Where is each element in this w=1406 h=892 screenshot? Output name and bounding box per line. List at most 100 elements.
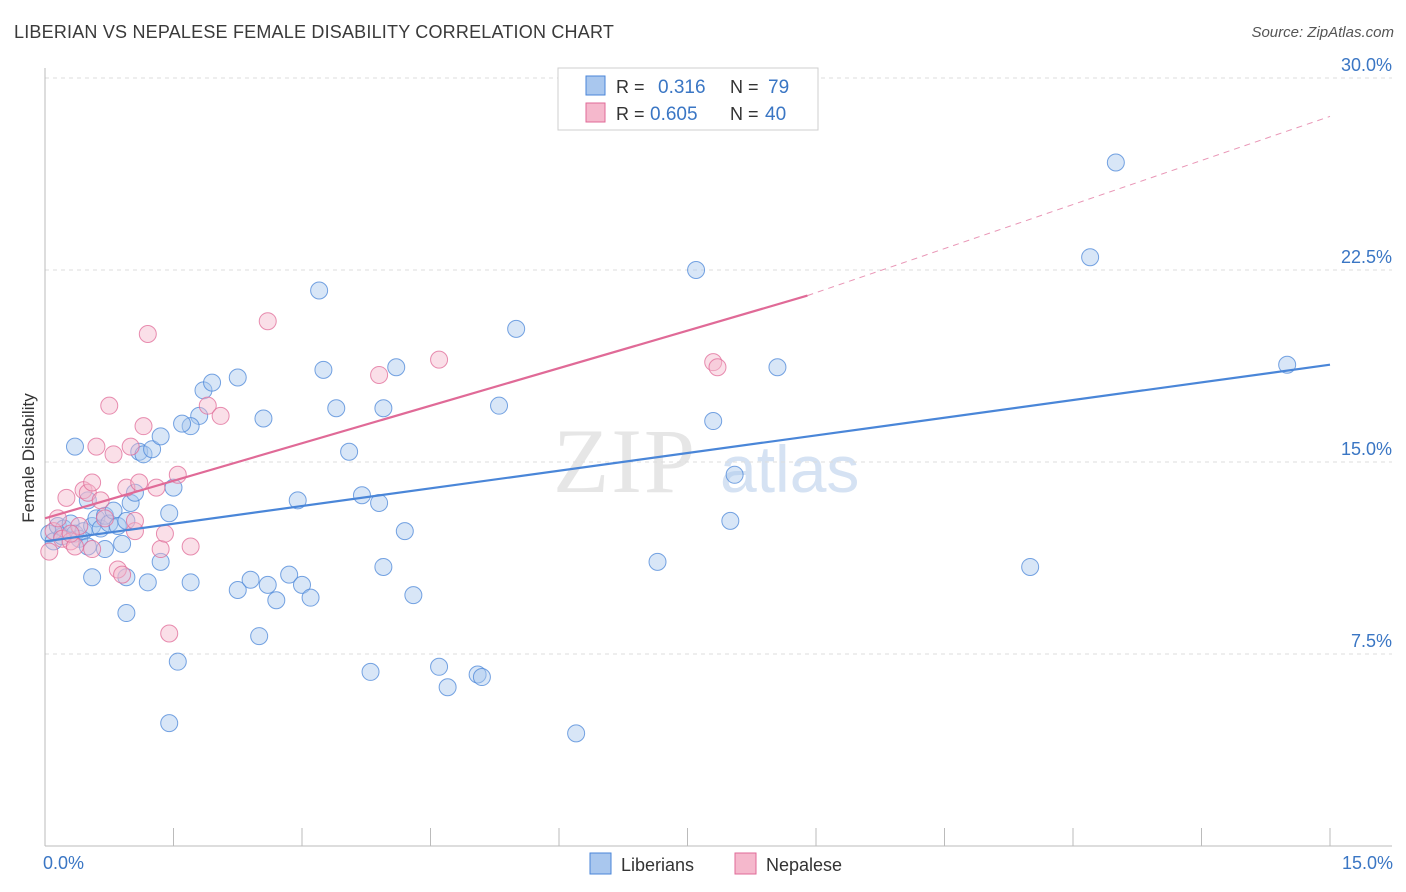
point-nepalese <box>113 565 132 584</box>
stats-r-value-liberians: 0.316 <box>658 77 706 98</box>
stats-swatch-liberians <box>585 75 606 96</box>
legend-label-liberians: Liberians <box>621 855 694 875</box>
point-liberians <box>293 575 311 594</box>
point-liberians <box>113 534 132 553</box>
y-tick-label: 15.0% <box>1341 439 1392 459</box>
trend-line-liberians <box>44 363 1331 543</box>
point-nepalese <box>430 350 449 369</box>
point-liberians <box>65 437 84 456</box>
point-liberians <box>314 360 333 379</box>
point-liberians <box>648 552 667 571</box>
point-liberians <box>567 724 586 743</box>
point-liberians <box>387 358 406 377</box>
point-liberians <box>704 412 723 431</box>
point-liberians <box>490 396 509 415</box>
x-tick-label: 15.0% <box>1342 853 1393 873</box>
point-nepalese <box>151 540 170 559</box>
point-liberians <box>288 491 307 510</box>
point-nepalese <box>138 325 157 343</box>
stats-swatch-nepalese <box>585 102 606 123</box>
point-liberians <box>340 442 359 461</box>
point-nepalese <box>57 488 76 507</box>
point-liberians <box>725 465 744 484</box>
point-nepalese <box>211 406 230 425</box>
point-nepalese <box>100 396 119 415</box>
point-liberians <box>1021 557 1040 576</box>
stats-r-label-liberians: R = <box>616 77 645 97</box>
legend-label-nepalese: Nepalese <box>766 855 842 875</box>
point-liberians <box>228 368 247 387</box>
point-nepalese <box>87 437 106 456</box>
point-nepalese <box>708 358 727 377</box>
point-liberians <box>507 319 526 338</box>
legend-swatch-liberians <box>589 852 612 875</box>
point-nepalese <box>181 537 200 556</box>
data-points <box>40 153 1297 743</box>
series-legend: Liberians Nepalese <box>589 852 842 875</box>
point-liberians <box>95 540 114 559</box>
point-nepalese <box>95 509 114 528</box>
point-liberians <box>361 662 380 681</box>
x-tick-label: 0.0% <box>43 853 84 873</box>
point-liberians <box>117 604 136 623</box>
point-nepalese <box>258 312 277 331</box>
point-liberians <box>250 627 269 646</box>
point-liberians <box>138 573 157 592</box>
point-liberians <box>1106 153 1125 172</box>
stats-r-value-nepalese: 0.605 <box>650 104 698 125</box>
axes: 7.5% 15.0% 22.5% 30.0% 0.0% 15.0% <box>43 55 1393 873</box>
y-tick-label: 30.0% <box>1341 55 1392 75</box>
point-liberians <box>160 714 179 733</box>
point-nepalese <box>125 511 144 530</box>
point-liberians <box>438 678 457 697</box>
stats-legend: R = 0.316 N = 79 R = 0.605 N = 40 <box>557 67 819 131</box>
point-nepalese <box>134 417 153 436</box>
point-liberians <box>168 652 187 671</box>
point-liberians <box>267 591 286 610</box>
point-nepalese <box>160 624 179 643</box>
point-liberians <box>203 373 222 392</box>
point-liberians <box>181 573 200 592</box>
point-liberians <box>1081 248 1100 267</box>
stats-n-value-liberians: 79 <box>768 77 789 98</box>
point-liberians <box>327 399 346 418</box>
point-liberians <box>395 522 414 541</box>
stats-n-label-nepalese: N = <box>730 104 759 124</box>
point-liberians <box>173 414 192 433</box>
point-liberians <box>258 575 277 594</box>
legend-swatch-nepalese <box>734 852 757 875</box>
point-nepalese <box>370 365 389 384</box>
point-nepalese <box>40 542 59 561</box>
point-liberians <box>301 588 320 607</box>
stats-r-label-nepalese: R = <box>616 104 645 124</box>
y-tick-label: 22.5% <box>1341 247 1392 267</box>
point-liberians <box>374 399 393 418</box>
point-liberians <box>228 581 247 599</box>
trend-line-nepalese <box>44 294 808 520</box>
point-liberians <box>374 557 393 576</box>
point-liberians <box>430 657 449 676</box>
point-liberians <box>151 552 170 571</box>
y-axis-label: Female Disability <box>19 393 38 523</box>
point-nepalese <box>155 524 174 543</box>
point-nepalese <box>83 473 102 492</box>
point-liberians <box>352 486 371 505</box>
point-nepalese <box>198 396 217 415</box>
point-liberians <box>160 504 179 523</box>
point-liberians <box>404 586 423 605</box>
trend-lines <box>44 115 1331 543</box>
point-liberians <box>768 358 787 377</box>
point-nepalese <box>104 445 123 464</box>
point-liberians <box>151 427 170 446</box>
stats-n-value-nepalese: 40 <box>765 104 786 125</box>
point-liberians <box>280 565 299 584</box>
trend-extension-nepalese <box>807 115 1331 297</box>
stats-n-label-liberians: N = <box>730 77 759 97</box>
chart-title: LIBERIAN VS NEPALESE FEMALE DISABILITY C… <box>14 22 615 42</box>
point-liberians <box>472 668 491 687</box>
point-liberians <box>83 568 102 587</box>
point-liberians <box>241 570 260 589</box>
point-liberians <box>143 440 162 459</box>
chart-source: Source: ZipAtlas.com <box>1251 24 1394 41</box>
